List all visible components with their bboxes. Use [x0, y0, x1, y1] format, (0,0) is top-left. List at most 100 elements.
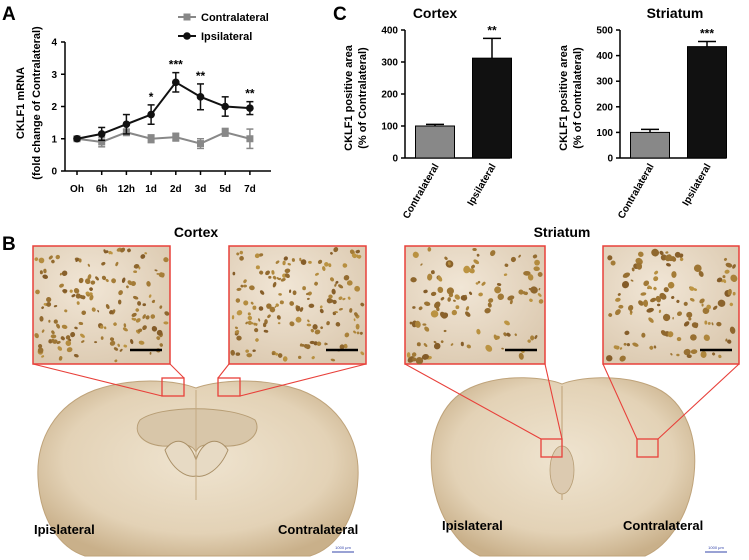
stained-nucleus: [416, 342, 421, 347]
stained-nucleus: [59, 272, 62, 276]
stained-nucleus: [423, 289, 428, 294]
stained-nucleus: [409, 321, 413, 325]
stained-nucleus: [439, 311, 447, 319]
stained-nucleus: [533, 266, 540, 272]
stained-nucleus: [446, 287, 455, 295]
stained-nucleus: [46, 301, 52, 307]
stained-nucleus: [636, 262, 643, 270]
stained-nucleus: [628, 304, 634, 311]
stained-nucleus: [406, 352, 411, 358]
stained-nucleus: [230, 349, 235, 356]
stained-nucleus: [706, 304, 712, 310]
inset-connectors: [32, 363, 740, 440]
stained-nucleus: [258, 318, 261, 322]
stained-nucleus: [688, 317, 692, 321]
stained-nucleus: [64, 309, 68, 313]
stained-nucleus: [339, 344, 345, 350]
stained-nucleus: [676, 311, 682, 317]
stained-nucleus: [306, 297, 310, 300]
stained-nucleus: [640, 292, 647, 296]
stained-nucleus: [60, 336, 65, 341]
stained-nucleus: [117, 343, 121, 347]
stained-nucleus: [635, 257, 643, 265]
stained-nucleus: [263, 329, 269, 333]
stained-nucleus: [51, 330, 55, 335]
stained-nucleus: [444, 256, 448, 260]
significance-marker: *: [149, 90, 154, 104]
label-contralateral-cortex: Contralateral: [278, 522, 358, 537]
y-tick-label: 400: [381, 26, 398, 37]
stained-nucleus: [122, 327, 128, 332]
stained-nucleus: [159, 343, 163, 347]
stained-nucleus: [643, 299, 649, 308]
y-tick-label: 100: [381, 122, 398, 133]
stained-nucleus: [117, 299, 122, 305]
stained-nucleus: [48, 339, 53, 344]
series-line-contralateral: [76, 131, 251, 145]
stained-nucleus: [437, 286, 444, 293]
y-tick-label: 0: [51, 167, 57, 178]
stained-nucleus: [663, 287, 669, 293]
stained-nucleus: [275, 352, 279, 356]
stained-nucleus: [263, 322, 267, 328]
stained-nucleus: [725, 338, 728, 342]
stained-nucleus: [314, 281, 318, 286]
stained-nucleus: [61, 324, 68, 330]
stained-nucleus: [476, 328, 481, 335]
stained-nucleus: [354, 312, 358, 317]
stained-nucleus: [240, 284, 244, 288]
stained-nucleus: [38, 344, 43, 349]
stained-nucleus: [487, 302, 492, 308]
stained-nucleus: [287, 262, 291, 266]
stained-nucleus: [94, 341, 98, 344]
stained-nucleus: [679, 257, 684, 262]
stained-nucleus: [342, 263, 348, 268]
stained-nucleus: [421, 353, 429, 360]
stained-nucleus: [346, 280, 353, 286]
stained-nucleus: [537, 271, 543, 277]
stained-nucleus: [309, 340, 315, 345]
stained-nucleus: [725, 262, 733, 268]
stained-nucleus: [127, 280, 133, 286]
stained-nucleus: [424, 301, 431, 306]
stained-nucleus: [481, 281, 486, 286]
stained-nucleus: [347, 296, 351, 300]
scale-bar-label: 1000 μm: [335, 545, 351, 550]
stained-nucleus: [236, 287, 242, 291]
stained-nucleus: [51, 338, 56, 344]
stained-nucleus: [471, 264, 475, 269]
x-tick-label: Ipsilateral: [466, 162, 499, 208]
stained-nucleus: [43, 268, 47, 274]
stained-nucleus: [632, 342, 639, 347]
stained-nucleus: [305, 292, 310, 296]
stained-nucleus: [84, 278, 91, 285]
stained-nucleus: [66, 347, 73, 353]
x-tick-label: 3d: [195, 184, 207, 195]
stained-nucleus: [163, 257, 169, 263]
stained-nucleus: [57, 346, 63, 351]
stained-nucleus: [41, 306, 44, 310]
stained-nucleus: [683, 321, 690, 327]
stained-nucleus: [53, 319, 58, 324]
stained-nucleus: [465, 306, 470, 311]
stained-nucleus: [73, 288, 80, 294]
stained-nucleus: [475, 282, 479, 285]
stained-nucleus: [450, 343, 454, 346]
data-point-ipsilateral: [73, 134, 81, 143]
stained-nucleus: [75, 258, 79, 262]
x-tick-label: 6h: [96, 184, 108, 195]
stained-nucleus: [142, 325, 147, 331]
stained-nucleus: [299, 307, 304, 312]
stained-nucleus: [343, 343, 348, 349]
y-axis-label-line2: (% of Contralateral): [572, 47, 584, 149]
stained-nucleus: [308, 260, 312, 264]
roi-box-striatum-ipsi: [540, 438, 563, 458]
stained-nucleus: [283, 256, 288, 261]
legend-marker-contralateral: [183, 13, 191, 21]
x-tick-label: Contralateral: [616, 162, 656, 221]
stained-nucleus: [629, 310, 633, 314]
data-point-contralateral: [147, 135, 155, 143]
stained-nucleus: [608, 313, 613, 317]
stained-nucleus: [295, 316, 302, 323]
stained-nucleus: [507, 295, 515, 301]
